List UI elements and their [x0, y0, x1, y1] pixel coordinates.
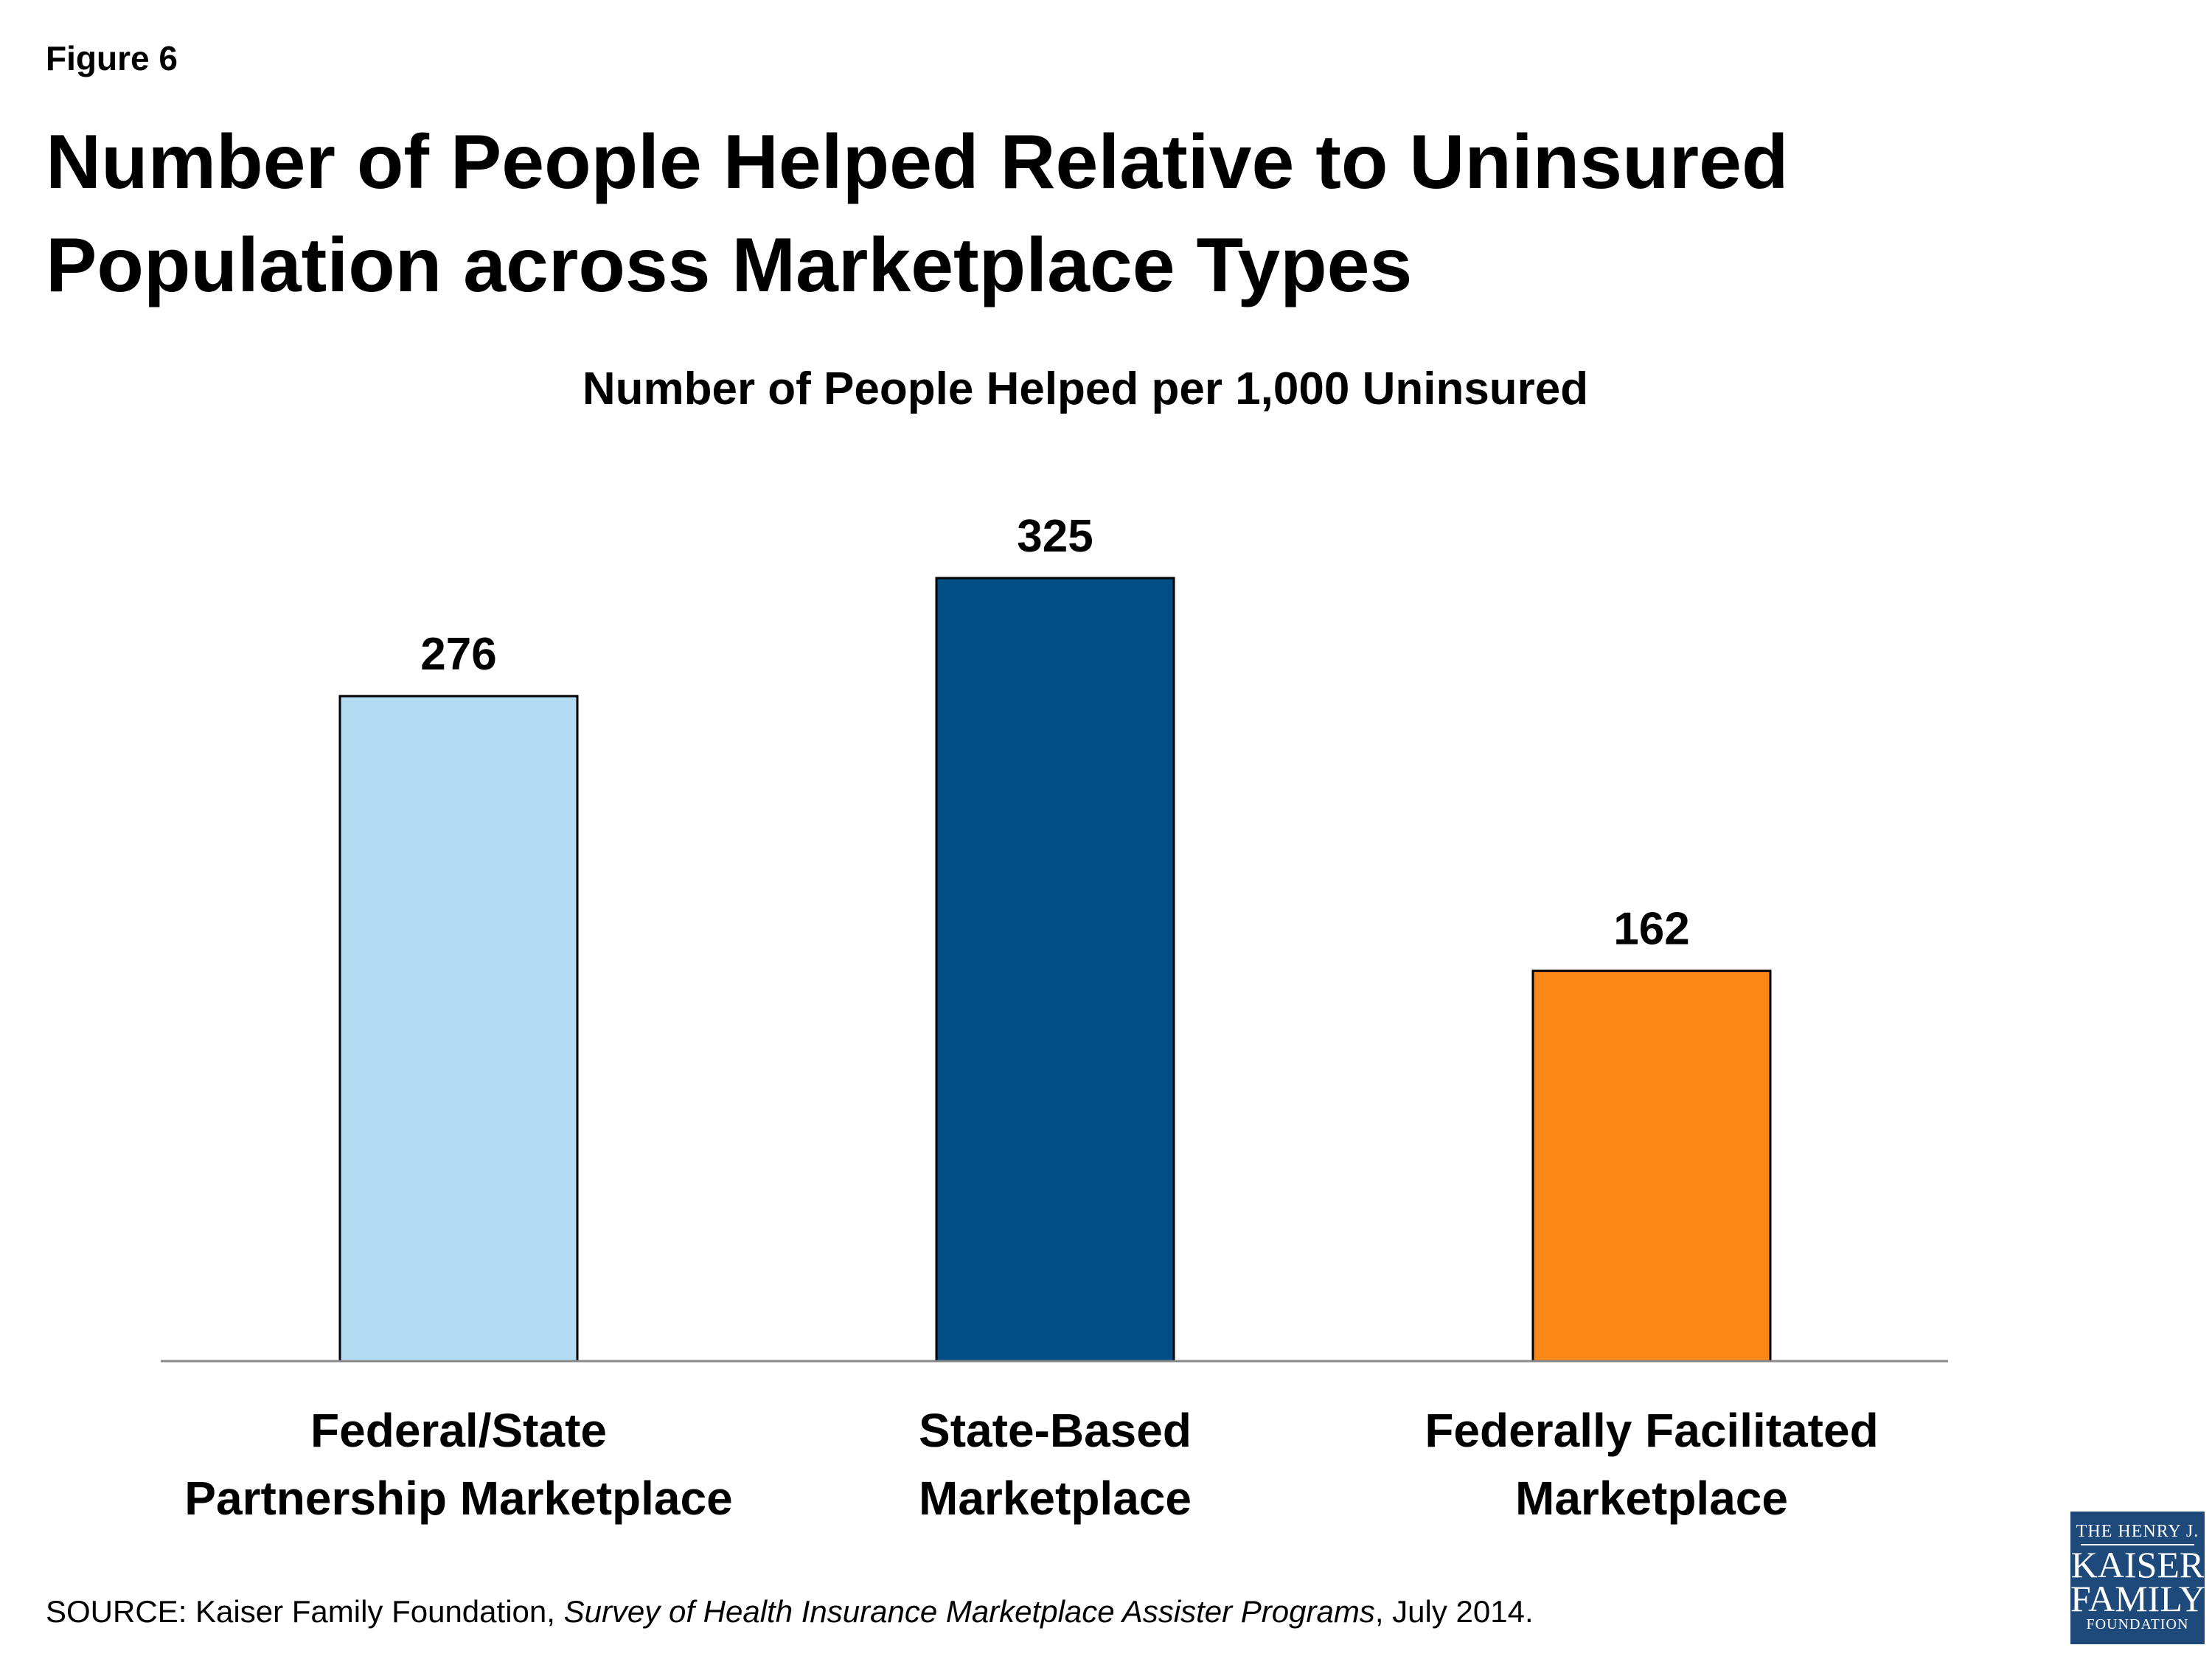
bar-1 — [338, 695, 579, 1363]
category-label-2-line-2: Marketplace — [919, 1472, 1192, 1525]
source-note: SOURCE: Kaiser Family Foundation, Survey… — [46, 1594, 1534, 1630]
logo-line-4: FOUNDATION — [2086, 1616, 2189, 1632]
source-suffix: , July 2014. — [1374, 1594, 1534, 1629]
source-prefix: SOURCE: Kaiser Family Foundation, — [46, 1594, 564, 1629]
category-label-2-line-1: State-Based — [919, 1404, 1192, 1457]
logo-rule — [2081, 1544, 2194, 1545]
category-label-3-line-2: Marketplace — [1515, 1472, 1788, 1525]
logo-line-2: KAISER — [2070, 1544, 2205, 1585]
figure-label: Figure 6 — [46, 39, 178, 77]
data-label-2: 325 — [1017, 511, 1093, 562]
bar-2 — [935, 577, 1175, 1363]
data-label-3: 162 — [1613, 904, 1689, 955]
bars-group: 276 Federal/State Partnership Marketplace 3… — [184, 511, 1878, 1525]
data-label-1: 276 — [420, 629, 496, 680]
source-title: Survey of Health Insurance Marketplace A… — [563, 1594, 1375, 1629]
category-label-1-line-1: Federal/State — [310, 1404, 607, 1457]
category-label-3-line-1: Federally Facilitated — [1425, 1404, 1878, 1457]
category-label-1-line-2: Partnership Marketplace — [184, 1472, 732, 1525]
logo-line-3: FAMILY — [2070, 1578, 2205, 1619]
bar-3 — [1531, 970, 1772, 1363]
chart-title: Number of People Helped per 1,000 Uninsu… — [582, 364, 1588, 414]
page-title: Number of People Helped Relative to Unin… — [46, 119, 1789, 308]
kff-logo: THE HENRY J. KAISER FAMILY FOUNDATION — [2070, 1512, 2205, 1644]
logo-line-1: THE HENRY J. — [2076, 1522, 2199, 1541]
